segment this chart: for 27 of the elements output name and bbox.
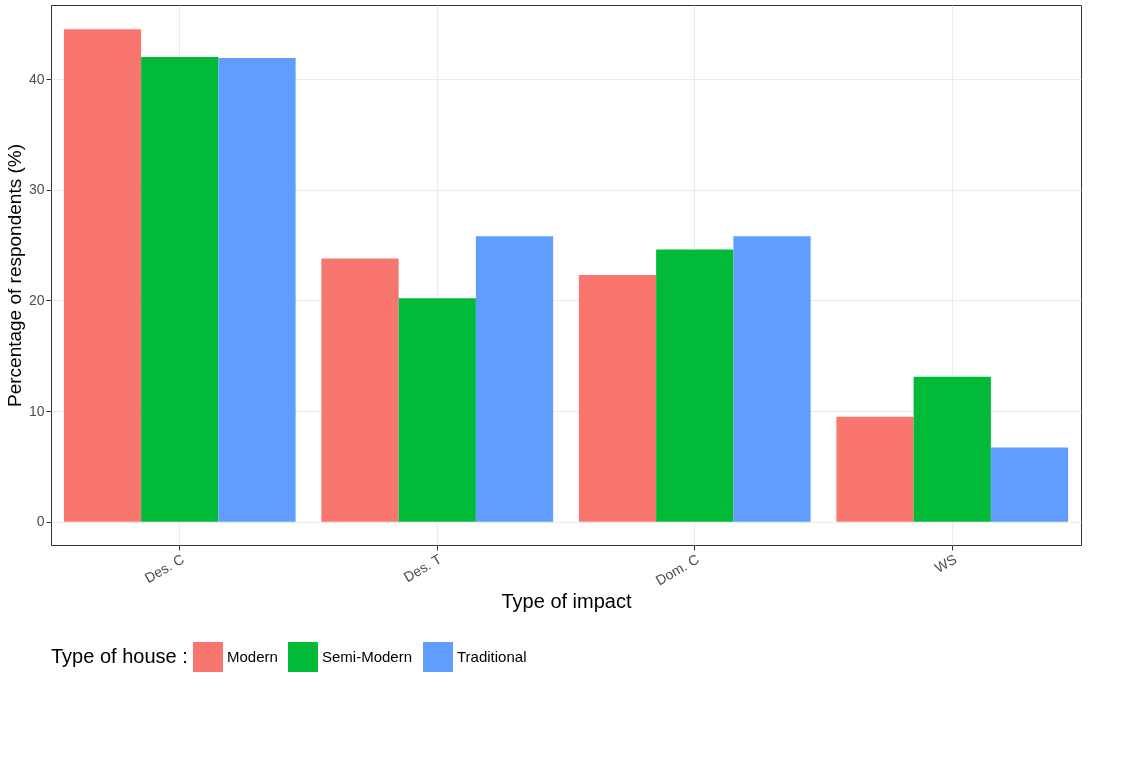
bar [321, 258, 399, 522]
bar [656, 249, 734, 522]
y-axis-title: Percentage of respondents (%) [3, 144, 25, 407]
x-tick-label: Dom. C [652, 550, 702, 589]
y-tick-label: 30 [28, 181, 45, 198]
y-tick-label: 0 [36, 513, 45, 530]
bar [398, 298, 476, 522]
bar [578, 275, 657, 522]
bar [836, 416, 914, 522]
x-tick-label: Des. T [400, 550, 445, 586]
legend-label: Traditional [457, 648, 527, 665]
y-tick-label: 40 [28, 70, 45, 87]
bar [475, 236, 554, 522]
x-axis-title: Type of impact [501, 590, 632, 613]
bar [141, 57, 219, 522]
bar [218, 58, 296, 522]
x-tick-label: WS [931, 550, 960, 576]
legend-label: Semi-Modern [322, 648, 413, 665]
x-tick-label: Des. C [141, 550, 187, 587]
legend-label: Modern [227, 648, 278, 665]
bar [63, 29, 142, 522]
bar [733, 236, 811, 522]
y-tick-label: 20 [28, 291, 45, 308]
bar [913, 376, 991, 522]
y-tick-label: 10 [28, 402, 45, 419]
bar [990, 447, 1069, 522]
legend-title: Type of house : [51, 645, 188, 667]
